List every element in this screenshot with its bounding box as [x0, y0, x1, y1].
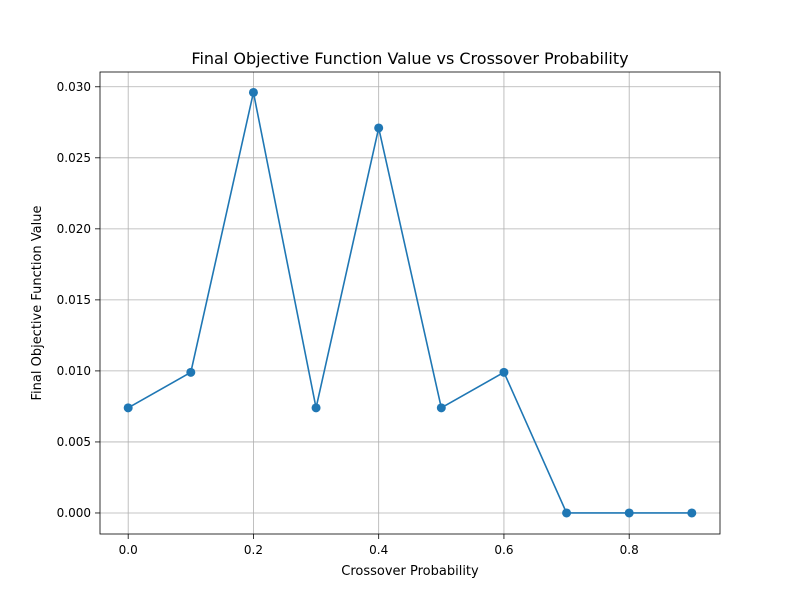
data-point: [436, 403, 446, 413]
series-line: [127, 91, 692, 514]
y-tick-label: 0.005: [57, 435, 91, 449]
data-point: [248, 87, 258, 97]
y-axis-label: Final Objective Function Value: [30, 206, 45, 401]
data-point: [374, 123, 384, 133]
x-tick-label: 0.0: [119, 543, 138, 557]
data-point: [624, 508, 634, 518]
x-axis-label: Crossover Probability: [341, 564, 479, 579]
data-point: [687, 508, 697, 518]
y-tick-label: 0.000: [57, 506, 91, 520]
x-tick-label: 0.2: [244, 543, 263, 557]
data-point: [311, 403, 321, 413]
series: [123, 87, 697, 518]
data-point: [186, 367, 196, 377]
y-tick-label: 0.025: [57, 151, 91, 165]
x-tick-label: 0.6: [494, 543, 513, 557]
y-tick-label: 0.015: [57, 293, 91, 307]
axes: 0.0 0.2 0.4 0.6 0.8 0.000 0.005 0.010 0.015 0.020…: [57, 71, 721, 557]
data-point: [499, 367, 509, 377]
plot-frame: [99, 71, 721, 535]
x-tick-label: 0.8: [620, 543, 639, 557]
y-tick-label: 0.010: [57, 364, 91, 378]
data-point: [562, 508, 572, 518]
grid: [100, 72, 720, 534]
x-tick-label: 0.4: [369, 543, 388, 557]
y-tick-label: 0.020: [57, 222, 91, 236]
data-point: [123, 403, 133, 413]
y-tick-label: 0.030: [57, 80, 91, 94]
chart-title: Final Objective Function Value vs Crosso…: [191, 49, 628, 68]
